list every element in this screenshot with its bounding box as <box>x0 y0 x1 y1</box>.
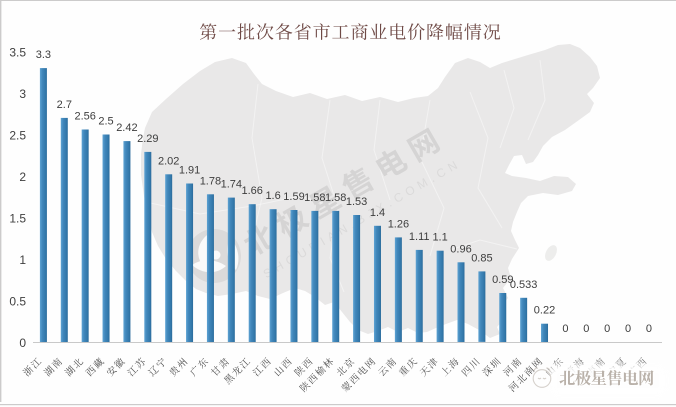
svg-text:2.29: 2.29 <box>137 133 158 145</box>
svg-text:0.5: 0.5 <box>9 294 26 308</box>
svg-text:1.11: 1.11 <box>409 231 430 243</box>
svg-text:1.26: 1.26 <box>388 218 409 230</box>
svg-text:0.59: 0.59 <box>492 274 513 286</box>
svg-text:3.3: 3.3 <box>36 49 51 61</box>
svg-text:0: 0 <box>625 323 631 335</box>
svg-text:1.58: 1.58 <box>325 192 346 204</box>
svg-text:1.53: 1.53 <box>346 196 367 208</box>
svg-text:0.533: 0.533 <box>510 279 538 291</box>
svg-text:1.74: 1.74 <box>221 179 242 191</box>
svg-text:1.6: 1.6 <box>265 190 280 202</box>
svg-text:1.5: 1.5 <box>9 211 26 225</box>
svg-text:1.78: 1.78 <box>200 175 221 187</box>
svg-text:1: 1 <box>19 253 26 267</box>
svg-text:2: 2 <box>19 170 26 184</box>
svg-text:1.4: 1.4 <box>370 207 385 219</box>
svg-text:1.66: 1.66 <box>241 185 262 197</box>
svg-text:1.59: 1.59 <box>283 191 304 203</box>
svg-text:0.85: 0.85 <box>471 252 492 264</box>
svg-text:0: 0 <box>19 336 26 350</box>
svg-text:2.5: 2.5 <box>9 128 26 142</box>
svg-text:0.22: 0.22 <box>534 305 555 317</box>
svg-text:2.02: 2.02 <box>158 155 179 167</box>
svg-text:0.96: 0.96 <box>450 243 471 255</box>
svg-text:3.5: 3.5 <box>9 45 26 59</box>
svg-text:1.91: 1.91 <box>179 165 200 177</box>
svg-text:0: 0 <box>583 323 589 335</box>
svg-text:2.7: 2.7 <box>57 99 72 111</box>
svg-text:3: 3 <box>19 87 26 101</box>
svg-text:2.42: 2.42 <box>116 122 137 134</box>
svg-text:0: 0 <box>604 323 610 335</box>
svg-text:2.5: 2.5 <box>98 116 113 128</box>
svg-text:1.1: 1.1 <box>432 232 447 244</box>
svg-text:0: 0 <box>562 323 568 335</box>
svg-text:2.56: 2.56 <box>74 111 95 123</box>
svg-text:1.58: 1.58 <box>304 192 325 204</box>
svg-text:0: 0 <box>646 323 652 335</box>
